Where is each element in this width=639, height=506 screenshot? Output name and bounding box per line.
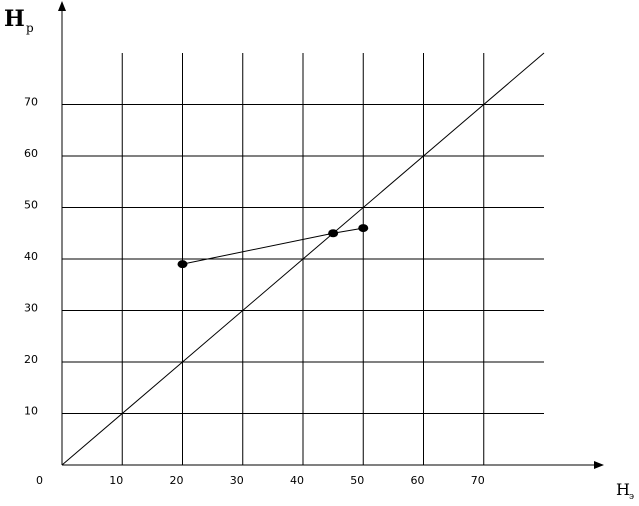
x-tick-label: 50	[350, 474, 364, 487]
x-tick-label: 40	[290, 474, 304, 487]
x-axis-label: Н	[616, 480, 630, 499]
y-axis-label-sub: р	[26, 21, 34, 35]
x-tick-label: 20	[170, 474, 184, 487]
x-tick-label: 30	[230, 474, 244, 487]
x-tick-label: 10	[109, 474, 123, 487]
data-point	[328, 229, 339, 238]
y-tick-label: 30	[24, 302, 38, 315]
x-tick-label: 60	[411, 474, 425, 487]
y-tick-label: 60	[24, 147, 38, 160]
y-tick-label: 50	[24, 199, 38, 212]
y-tick-label: 20	[24, 353, 38, 366]
y-axis-label: Н	[4, 6, 25, 32]
x-tick-label: 70	[471, 474, 485, 487]
y-tick-label: 10	[24, 405, 38, 418]
y-tick-label: 70	[24, 96, 38, 109]
data-point	[358, 224, 369, 233]
y-tick-label: 40	[24, 250, 38, 263]
x-tick-label: 0	[36, 474, 43, 487]
reference-line	[61, 52, 545, 466]
x-axis-label-sub: э	[629, 492, 634, 502]
data-point	[177, 260, 188, 269]
